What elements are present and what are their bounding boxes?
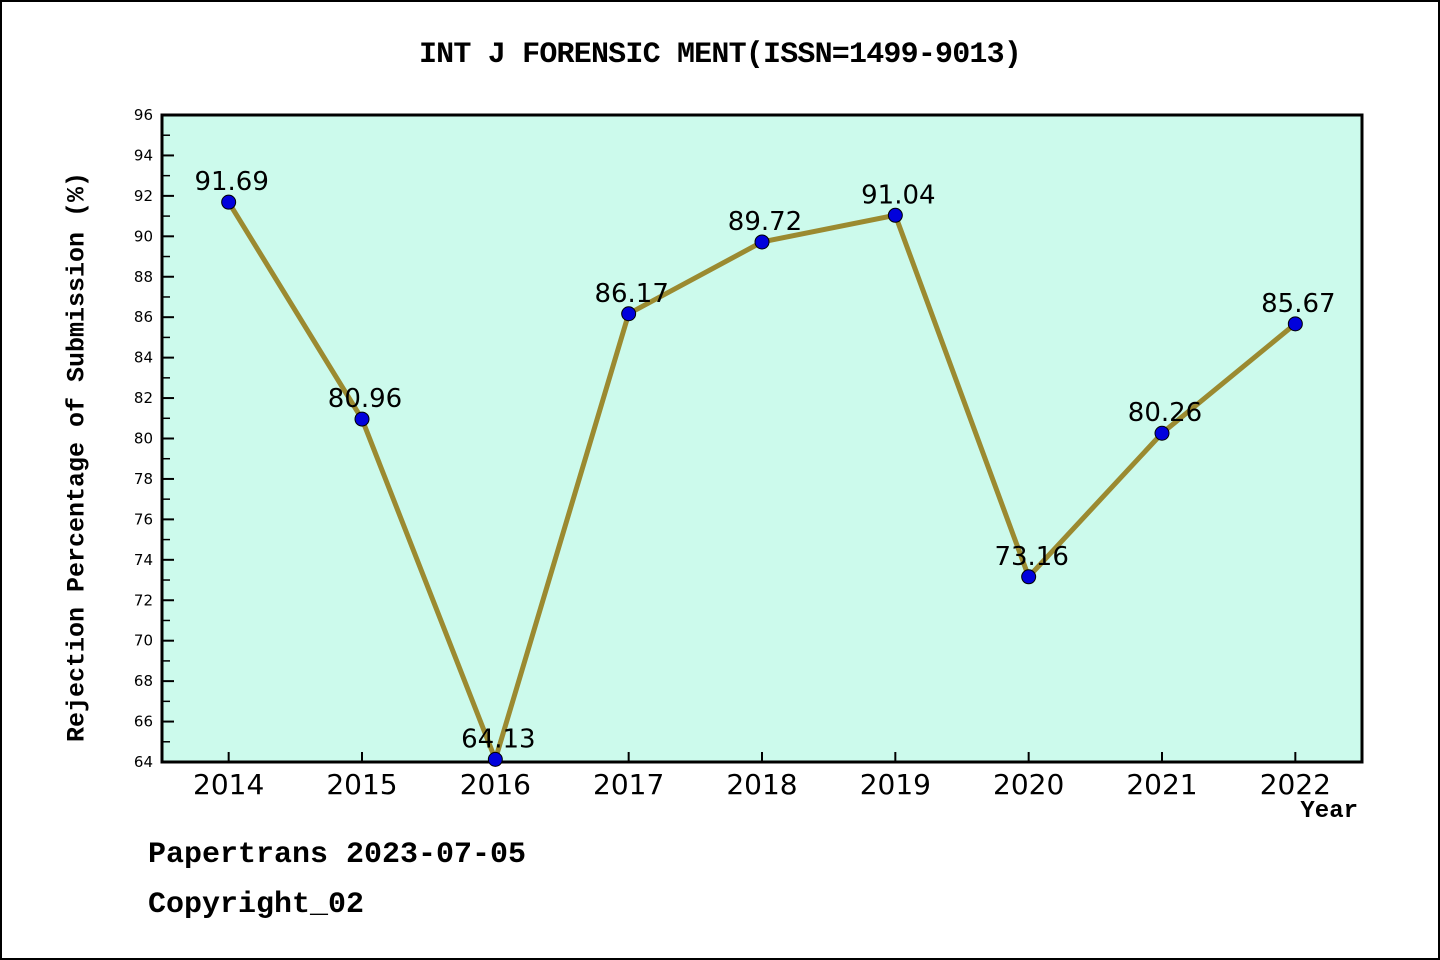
x-tick-label: 2015 [326, 768, 397, 801]
y-tick-label: 92 [134, 187, 153, 205]
data-point [1154, 425, 1170, 441]
data-point [1021, 569, 1037, 585]
x-tick-label: 2016 [460, 768, 531, 801]
x-axis-title: Year [1300, 798, 1358, 825]
y-tick-label: 88 [134, 268, 153, 286]
data-point [754, 234, 770, 250]
x-tick-label: 2014 [193, 768, 264, 801]
y-tick-label: 66 [134, 713, 153, 731]
y-tick-label: 64 [134, 753, 153, 771]
y-tick-label: 72 [134, 591, 153, 609]
y-tick-label: 90 [134, 227, 153, 245]
x-tick-label: 2021 [1126, 768, 1197, 801]
data-point [1287, 316, 1303, 332]
y-tick-label: 78 [134, 470, 153, 488]
y-tick-label: 82 [134, 389, 153, 407]
watermark-copyright: Copyright_02 [148, 888, 365, 922]
data-point [354, 411, 370, 427]
data-point [621, 306, 637, 322]
data-point-label: 85.67 [1261, 289, 1335, 319]
data-point [221, 194, 237, 210]
data-point-label: 91.04 [861, 180, 935, 210]
x-tick-label: 2018 [726, 768, 797, 801]
data-point-label: 89.72 [728, 207, 802, 237]
data-point [487, 751, 503, 767]
chart-title: INT J FORENSIC MENT(ISSN=1499-9013) [418, 38, 1022, 72]
data-point [887, 207, 903, 223]
data-point-label: 91.69 [194, 167, 268, 197]
y-tick-label: 94 [134, 146, 153, 164]
y-tick-label: 76 [134, 510, 153, 528]
y-tick-label: 86 [134, 308, 153, 326]
x-tick-label: 2022 [1260, 768, 1331, 801]
data-point-label: 73.16 [994, 542, 1068, 572]
x-tick-label: 2020 [993, 768, 1064, 801]
data-point-label: 86.17 [594, 279, 668, 309]
y-tick-label: 68 [134, 672, 153, 690]
y-tick-label: 70 [134, 632, 153, 650]
data-point-label: 80.26 [1128, 398, 1202, 428]
x-tick-label: 2017 [593, 768, 664, 801]
y-tick-label: 84 [134, 349, 153, 367]
y-tick-label: 80 [134, 430, 153, 448]
watermark-papertrans: Papertrans 2023-07-05 [148, 838, 527, 872]
y-tick-label: 96 [134, 106, 153, 124]
y-tick-label: 74 [134, 551, 153, 569]
x-tick-label: 2019 [860, 768, 931, 801]
data-point-label: 64.13 [461, 724, 535, 754]
data-point-label: 80.96 [328, 384, 402, 414]
